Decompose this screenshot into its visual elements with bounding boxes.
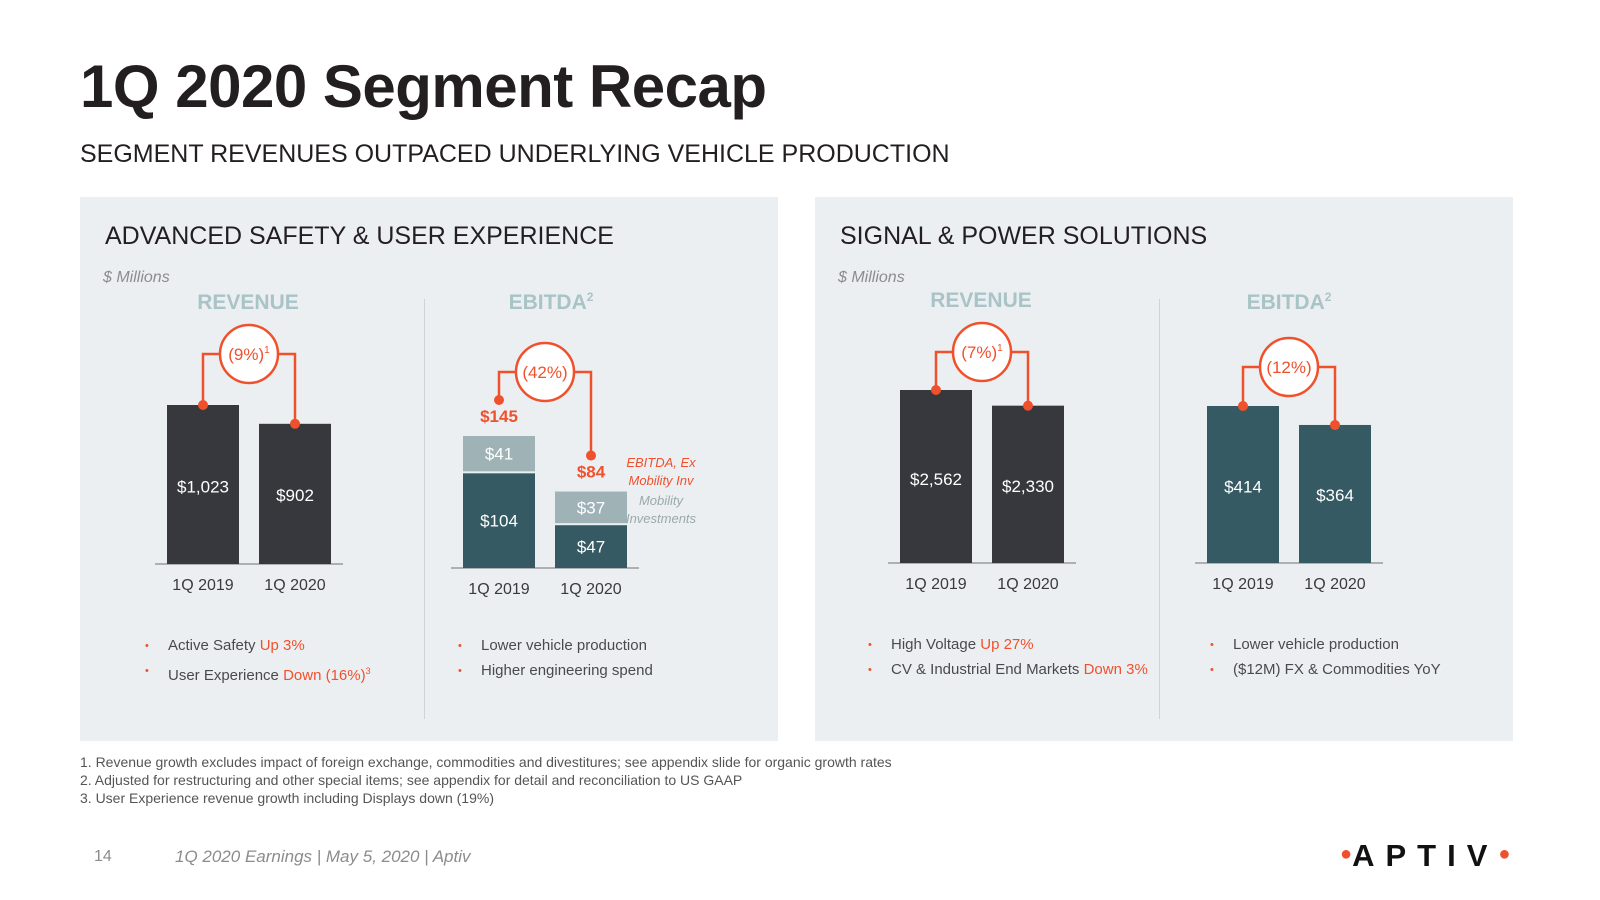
bar-value-label: $47 (577, 538, 605, 557)
change-connector (934, 350, 953, 390)
x-tick-label: 1Q 2019 (1212, 576, 1273, 593)
bar (259, 423, 331, 564)
panel-advanced-safety: ADVANCED SAFETY & USER EXPERIENCE $ Mill… (80, 197, 778, 741)
x-tick-label: 1Q 2019 (905, 576, 966, 593)
series-label: Mobility Inv (628, 473, 695, 488)
footnotes: 1. Revenue growth excludes impact of for… (80, 753, 892, 807)
bullet-item: • Active Safety Up 3% (145, 637, 305, 654)
bullet-list: • Active Safety Up 3% • User Experience Do… (145, 637, 371, 687)
bullet-item: • ($12M) FX & Commodities YoY (1210, 661, 1441, 678)
footer-text: 1Q 2020 Earnings | May 5, 2020 | Aptiv (175, 847, 471, 866)
change-bubble (1258, 336, 1320, 398)
bar-value-label: $1,023 (177, 477, 229, 496)
units-label: $ Millions (103, 269, 170, 286)
change-connector (278, 352, 297, 424)
bullet-list: • High Voltage Up 27% • CV & Industrial En… (868, 636, 1148, 686)
chart-title: REVENUE (197, 291, 299, 314)
bullet-item: • Lower vehicle production (1210, 636, 1399, 653)
bar (992, 405, 1064, 563)
series-label: Investments (626, 511, 697, 526)
connector-dot (290, 418, 300, 429)
bar-segment-ebitda (555, 525, 627, 568)
footnote: 1. Revenue growth excludes impact of for… (80, 754, 892, 770)
page-subtitle: SEGMENT REVENUES OUTPACED UNDERLYING VEH… (80, 140, 950, 168)
connector-dot (586, 450, 596, 461)
logo-dot-icon: ● (1340, 843, 1353, 866)
x-tick-label: 1Q 2020 (1304, 576, 1365, 593)
change-connector (1241, 365, 1260, 406)
change-connector (1318, 365, 1337, 425)
charts-svg: REVENUE $1,023 1Q 2019 $902 1Q 2020 (9%)1 EBIT… (155, 290, 697, 598)
change-label: (9%)1 (228, 345, 270, 364)
panel-title: ADVANCED SAFETY & USER EXPERIENCE (105, 222, 614, 250)
connector-dot (1238, 401, 1248, 411)
chart-title: EBITDA2 (509, 290, 594, 314)
change-bubble (514, 341, 576, 403)
bar-segment-ebitda (463, 473, 535, 568)
change-connector (574, 370, 593, 456)
panel-divider (1159, 299, 1160, 719)
x-tick-label: 1Q 2020 (264, 577, 325, 594)
bullet-item: • High Voltage Up 27% (868, 636, 1034, 653)
bullet-list: • Lower vehicle production • ($12M) FX & C… (1210, 636, 1441, 686)
bullet-item: • Lower vehicle production (458, 637, 647, 654)
connector-dot (198, 400, 208, 410)
total-label: $145 (480, 407, 518, 426)
aptiv-logo: ●APTIV● (1340, 838, 1511, 873)
bar-value-label: $2,562 (910, 470, 962, 489)
panel-signal-power: SIGNAL & POWER SOLUTIONS $ Millions REVE… (815, 197, 1513, 741)
bar (1207, 406, 1279, 563)
charts-svg: REVENUE $2,562 1Q 2019 $2,330 1Q 2020 (7%)1 EB… (888, 289, 1383, 593)
connector-dot (931, 385, 941, 395)
bar-segment-mobility (555, 491, 627, 524)
logo-dot-icon: ● (1498, 843, 1511, 866)
bullet-list: • Lower vehicle production • Higher engine… (458, 637, 653, 687)
change-connector (1011, 350, 1030, 406)
panel-title: SIGNAL & POWER SOLUTIONS (840, 222, 1208, 250)
change-bubble (951, 321, 1013, 383)
x-tick-label: 1Q 2019 (468, 581, 529, 598)
bar (1299, 424, 1371, 563)
x-tick-label: 1Q 2020 (997, 576, 1058, 593)
connector-dot (494, 395, 504, 405)
bullet-item: • User Experience Down (16%)3 (145, 665, 371, 684)
series-label: Mobility (639, 493, 685, 508)
connector-dot (1330, 419, 1340, 430)
change-connector (201, 352, 220, 405)
page-number: 14 (94, 848, 112, 865)
x-tick-label: 1Q 2019 (172, 577, 233, 594)
bar-value-label: $2,330 (1002, 477, 1054, 496)
total-label: $84 (577, 463, 606, 482)
x-tick-label: 1Q 2020 (560, 581, 621, 598)
bar (167, 405, 239, 564)
chart-title: EBITDA2 (1247, 290, 1332, 314)
connector-dot (1023, 400, 1033, 411)
bar (900, 390, 972, 563)
panel-divider (424, 299, 425, 719)
bar-value-label: $104 (480, 512, 518, 531)
bar-value-label: $414 (1224, 477, 1262, 496)
change-label: (7%)1 (961, 343, 1003, 362)
units-label: $ Millions (838, 269, 905, 286)
bar-value-label: $37 (577, 498, 605, 517)
page-title: 1Q 2020 Segment Recap (80, 53, 767, 120)
change-label: (42%) (522, 363, 567, 382)
bullet-item: • CV & Industrial End Markets Down 3% (868, 661, 1148, 678)
bullet-item: • Higher engineering spend (458, 662, 653, 679)
bar-value-label: $364 (1316, 486, 1354, 505)
chart-title: REVENUE (930, 289, 1032, 312)
change-connector (497, 370, 516, 400)
footnote: 2. Adjusted for restructuring and other … (80, 772, 743, 788)
bar-value-label: $41 (485, 445, 513, 464)
footnote: 3. User Experience revenue growth includ… (80, 790, 494, 806)
change-label: (12%) (1266, 358, 1311, 377)
change-bubble (218, 323, 280, 385)
bar-value-label: $902 (276, 486, 314, 505)
series-label: EBITDA, Ex (626, 455, 696, 470)
bar-segment-mobility (463, 436, 535, 472)
